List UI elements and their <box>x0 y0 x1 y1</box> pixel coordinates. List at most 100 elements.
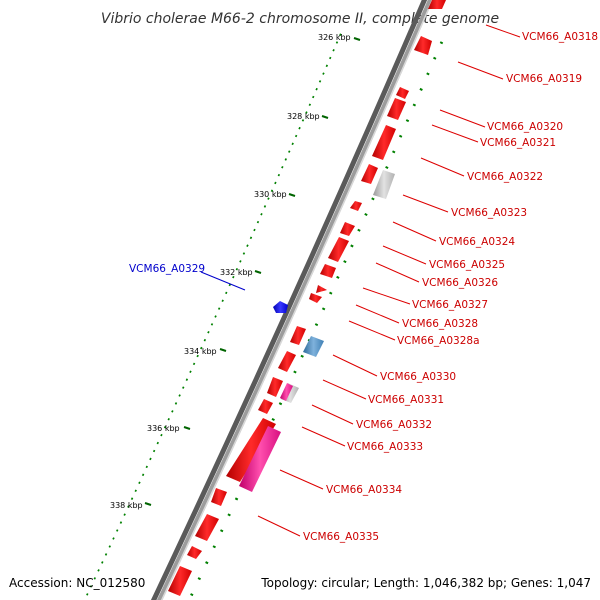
gc-tick-inner <box>163 425 167 429</box>
leader-0320 <box>439 109 486 128</box>
gc-tick-outer <box>227 513 231 517</box>
gc-tick-inner <box>89 585 93 588</box>
gc-tick-outer <box>321 307 326 311</box>
gene-label-0325[interactable]: VCM66_A0325 <box>429 259 505 271</box>
gc-tick-inner <box>339 33 342 36</box>
gene-block-0331[interactable] <box>278 351 296 372</box>
gc-tick-inner <box>260 213 263 216</box>
ruler-332: 332 kbp <box>220 268 262 277</box>
gene-label-0319[interactable]: VCM66_A0319 <box>506 73 582 85</box>
gc-tick-outer <box>343 260 347 264</box>
gc-tick-inner <box>178 394 181 397</box>
leader-lines <box>200 24 521 537</box>
gene-label-0330[interactable]: VCM66_A0330 <box>380 371 456 383</box>
gene-block-0333[interactable] <box>258 399 273 414</box>
leader-0325 <box>382 245 427 265</box>
gene-label-0322[interactable]: VCM66_A0322 <box>467 171 543 183</box>
gene-features <box>168 0 446 596</box>
gc-tick-inner <box>298 126 301 130</box>
gene-block-0330[interactable] <box>303 336 324 357</box>
gene-label-0334[interactable]: VCM66_A0334 <box>326 484 402 496</box>
gc-tick-outer <box>385 166 389 170</box>
gene-block-0324[interactable] <box>340 222 355 236</box>
gc-tick-inner <box>332 48 335 52</box>
gene-block-0318[interactable] <box>414 36 432 55</box>
gene-label-0323[interactable]: VCM66_A0323 <box>451 207 527 219</box>
gene-block-0332-pink[interactable] <box>280 383 293 401</box>
gene-block-0334-pink[interactable] <box>239 426 281 492</box>
ruler-tick <box>288 193 296 197</box>
gene-label-0328[interactable]: VCM66_A0328 <box>402 318 478 330</box>
gene-block-0328a[interactable] <box>290 326 306 345</box>
gene-block-0331b[interactable] <box>267 377 283 397</box>
leader-0326 <box>375 262 420 283</box>
gene-block-0320[interactable] <box>372 125 396 160</box>
gene-block-0319a[interactable] <box>396 87 409 99</box>
gc-tick-outer <box>398 134 403 138</box>
gc-tick-outer <box>419 87 423 91</box>
gene-block-0337[interactable] <box>168 566 192 596</box>
summary-text: Topology: circular; Length: 1,046,382 bp… <box>260 576 591 590</box>
gene-block-0326[interactable] <box>320 264 336 278</box>
gc-tick-inner <box>281 166 284 169</box>
gene-block-0336[interactable] <box>187 546 202 559</box>
gene-block-top[interactable] <box>428 0 446 9</box>
gene-label-0335[interactable]: VCM66_A0335 <box>303 531 379 543</box>
gene-block-0323[interactable] <box>350 201 362 211</box>
gc-tick-inner <box>156 441 159 445</box>
gc-tick-inner <box>182 386 185 389</box>
gene-block-0322-misc[interactable] <box>373 170 395 199</box>
gene-label-0320[interactable]: VCM66_A0320 <box>487 121 563 133</box>
gc-tick-inner <box>119 521 123 524</box>
backbone <box>156 0 434 600</box>
gc-tick-inner <box>123 513 126 516</box>
gene-block-0335a[interactable] <box>211 488 227 506</box>
gene-label-0318[interactable]: VCM66_A0318 <box>522 31 598 43</box>
gene-label-0321[interactable]: VCM66_A0321 <box>480 137 556 149</box>
gene-label-0326[interactable]: VCM66_A0326 <box>422 277 498 289</box>
leader-0327 <box>362 287 411 305</box>
gc-tick-inner <box>277 173 281 177</box>
gene-block-0325[interactable] <box>328 237 349 262</box>
leader-0323 <box>402 194 449 213</box>
ruler-label: 326 kbp <box>318 33 351 42</box>
gc-tick-inner <box>288 150 291 153</box>
gene-label-0329[interactable]: VCM66_A0329 <box>129 263 205 275</box>
gc-tick-outer <box>234 497 239 501</box>
gc-tick-inner <box>138 481 141 485</box>
leader-0321 <box>431 124 479 143</box>
gc-tick-inner <box>305 111 308 114</box>
gc-tick-outer <box>190 593 194 597</box>
gene-label-0324[interactable]: VCM66_A0324 <box>439 236 515 248</box>
gc-tick-inner <box>116 529 119 532</box>
gc-tick-inner <box>189 370 192 374</box>
gene-block-0328[interactable] <box>309 293 322 303</box>
gene-block-0322[interactable] <box>361 164 378 184</box>
gc-tick-inner <box>174 402 178 405</box>
gene-block-0335b[interactable] <box>195 514 219 541</box>
gene-block-0327[interactable] <box>316 285 327 293</box>
gc-tick-inner <box>196 354 199 358</box>
ruler-label: 336 kbp <box>147 424 180 433</box>
gc-tick-inner <box>210 323 214 326</box>
gc-tick-outer <box>205 561 209 565</box>
gc-tick-inner <box>104 553 108 556</box>
gc-tick-inner <box>93 577 97 580</box>
gene-label-0328a[interactable]: VCM66_A0328a <box>397 335 480 347</box>
gene-block-0334-red[interactable] <box>226 418 276 482</box>
gene-label-0332[interactable]: VCM66_A0332 <box>356 419 432 431</box>
gene-label-0327[interactable]: VCM66_A0327 <box>412 299 488 311</box>
gene-block-0319b[interactable] <box>387 98 406 120</box>
gc-tick-inner <box>145 465 148 469</box>
gc-tick-outer <box>329 291 333 295</box>
gc-tick-inner <box>203 338 207 342</box>
gc-tick-outer <box>300 354 304 358</box>
gene-label-0333[interactable]: VCM66_A0333 <box>347 441 423 453</box>
gc-tick-inner <box>242 252 246 255</box>
gene-label-0331[interactable]: VCM66_A0331 <box>368 394 444 406</box>
gc-tick-inner <box>152 449 156 453</box>
gc-tick-inner <box>270 189 274 193</box>
leader-0334 <box>279 469 324 490</box>
leader-0331 <box>322 379 367 400</box>
gene-block-0329[interactable] <box>273 301 288 313</box>
